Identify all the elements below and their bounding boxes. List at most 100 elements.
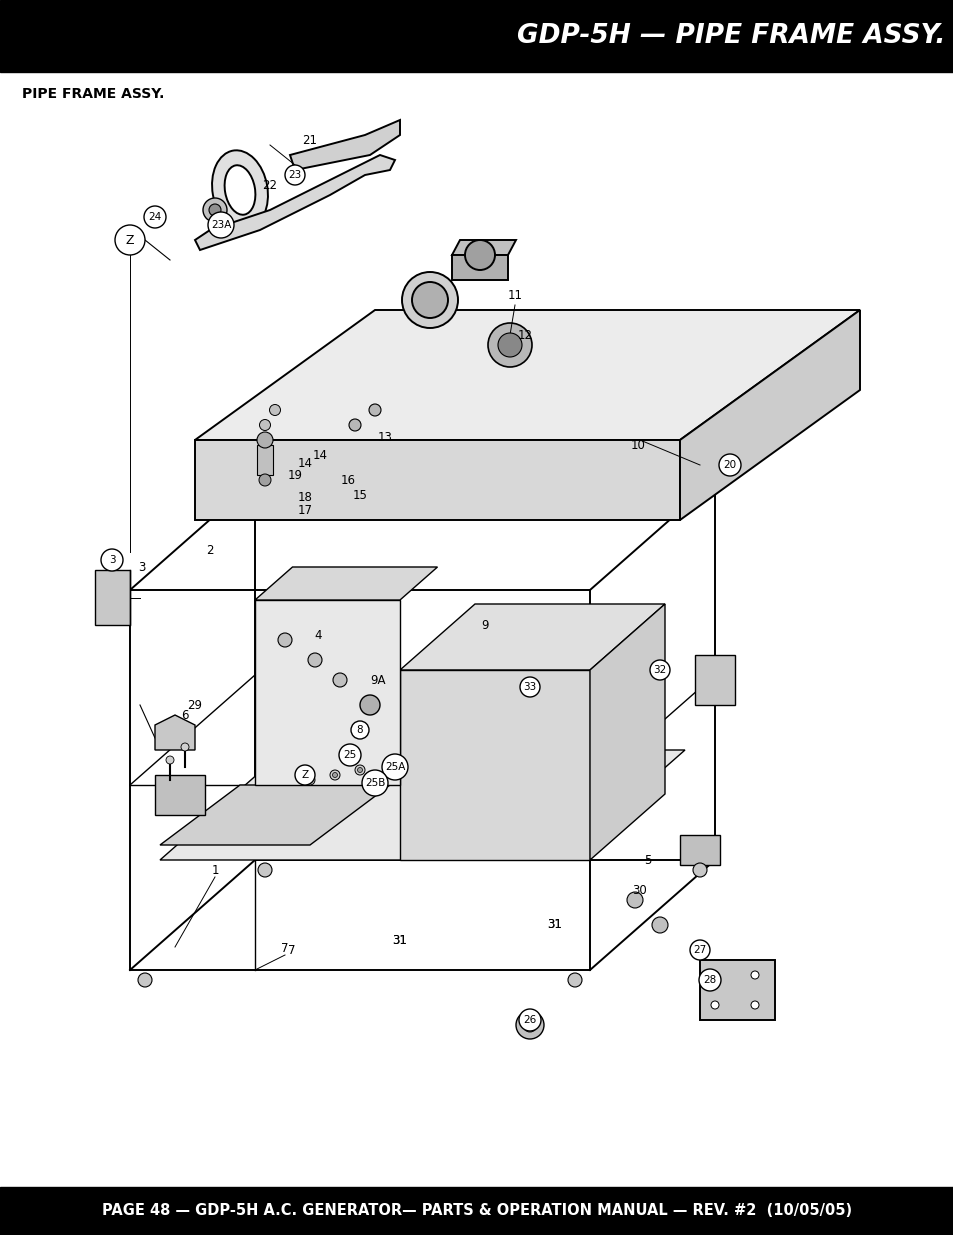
Text: 14: 14 [313,448,327,462]
Circle shape [710,1002,719,1009]
Text: GDP-5H — PIPE FRAME ASSY.: GDP-5H — PIPE FRAME ASSY. [517,23,944,49]
Text: 2: 2 [206,543,213,557]
Polygon shape [154,715,194,750]
Circle shape [381,755,408,781]
Text: 30: 30 [632,883,647,897]
Text: 9: 9 [480,619,488,631]
Text: 8: 8 [356,725,363,735]
Circle shape [166,756,173,764]
Circle shape [522,1018,537,1032]
Bar [256,445,273,475]
Circle shape [286,165,304,184]
Text: 31: 31 [392,934,407,946]
Circle shape [203,198,227,222]
Polygon shape [194,440,679,520]
Text: 31: 31 [392,934,407,946]
Circle shape [518,1009,540,1031]
Circle shape [719,454,740,475]
Text: 19: 19 [287,468,302,482]
Circle shape [290,170,299,180]
Text: 17: 17 [297,504,313,516]
Circle shape [359,695,379,715]
Text: 23: 23 [288,170,301,180]
Text: PIPE FRAME ASSY.: PIPE FRAME ASSY. [22,86,164,101]
Circle shape [369,404,380,416]
Bar [95,571,130,625]
Text: 24: 24 [149,212,161,222]
Polygon shape [254,600,399,785]
Bar [695,655,734,705]
Text: 12: 12 [517,329,532,342]
Circle shape [519,677,539,697]
Text: 27: 27 [693,945,706,955]
Text: 33: 33 [523,682,536,692]
Circle shape [750,1002,759,1009]
Polygon shape [452,254,507,280]
Text: 13: 13 [377,431,392,443]
Circle shape [330,769,339,781]
Bar [154,776,205,815]
Text: 20: 20 [722,459,736,471]
Polygon shape [160,750,684,860]
Circle shape [651,918,667,932]
Circle shape [101,550,123,571]
Polygon shape [589,604,664,860]
Circle shape [412,282,448,317]
Text: Z: Z [301,769,308,781]
Text: 3: 3 [109,555,115,564]
Circle shape [285,165,305,185]
Circle shape [692,863,706,877]
Polygon shape [290,120,399,170]
Text: 11: 11 [507,289,522,301]
Text: 28: 28 [702,974,716,986]
Circle shape [699,969,720,990]
Bar [700,960,774,1020]
Polygon shape [399,604,664,671]
Text: 18: 18 [297,490,313,504]
Text: 22: 22 [262,179,277,191]
Text: 31: 31 [547,919,562,931]
Circle shape [181,743,189,751]
Circle shape [689,940,709,960]
Text: 9A: 9A [370,673,385,687]
Bar [0,1187,953,1235]
Circle shape [258,474,271,487]
Circle shape [355,764,365,776]
Text: 3: 3 [138,561,146,573]
Text: 7: 7 [281,941,289,955]
Circle shape [351,721,369,739]
Text: 15: 15 [353,489,367,501]
Circle shape [138,973,152,987]
Circle shape [277,634,292,647]
Text: 5: 5 [643,853,651,867]
Text: 16: 16 [340,473,355,487]
Circle shape [497,333,521,357]
Text: 25B: 25B [364,778,385,788]
Polygon shape [679,310,859,520]
Text: 1: 1 [211,863,218,877]
Circle shape [333,773,337,778]
Circle shape [257,863,272,877]
Circle shape [307,778,313,783]
Text: 7: 7 [288,944,295,956]
Circle shape [294,764,314,785]
Circle shape [308,653,322,667]
Circle shape [710,971,719,979]
Circle shape [750,971,759,979]
Circle shape [115,225,145,254]
Bar [0,0,953,72]
Ellipse shape [212,151,268,230]
Text: 4: 4 [314,629,321,641]
Circle shape [464,240,495,270]
Text: 14: 14 [297,457,313,469]
Text: PAGE 48 — GDP-5H A.C. GENERATOR— PARTS & OPERATION MANUAL — REV. #2  (10/05/05): PAGE 48 — GDP-5H A.C. GENERATOR— PARTS &… [102,1203,851,1219]
Text: 31: 31 [547,919,562,931]
Text: 29: 29 [188,699,202,711]
Circle shape [259,420,271,431]
Polygon shape [452,240,516,254]
Circle shape [256,432,273,448]
Text: 21: 21 [302,133,317,147]
Circle shape [401,272,457,329]
Circle shape [349,419,360,431]
Circle shape [208,212,233,238]
